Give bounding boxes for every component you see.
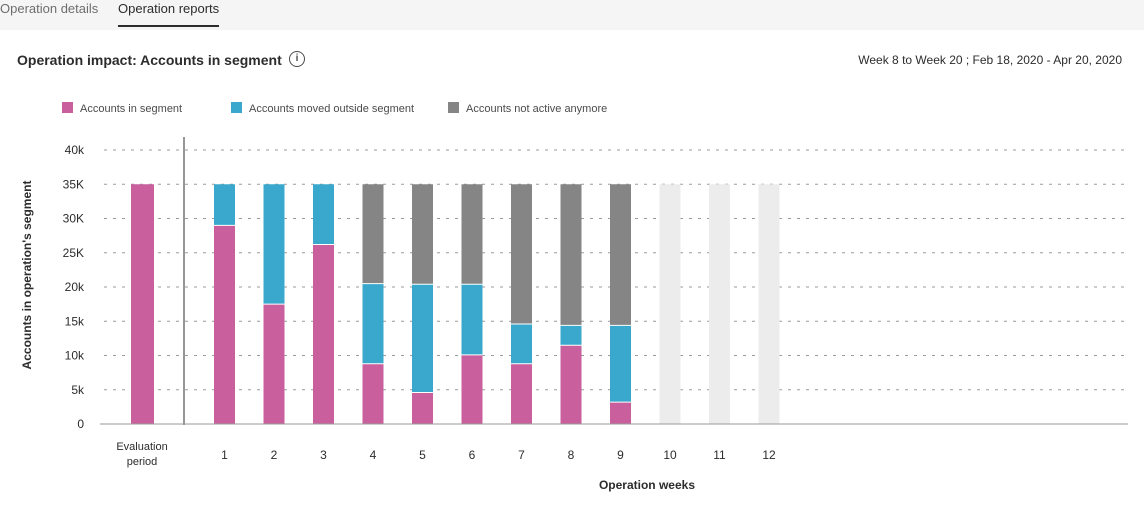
x-tick-label-week-7: 7 — [518, 448, 525, 462]
bar-segment-week-8-series-1 — [560, 325, 582, 346]
legend-item-not-active: Accounts not active anymore — [448, 102, 607, 115]
legend-item-moved-outside: Accounts moved outside segment — [231, 102, 414, 115]
chart-bars — [131, 184, 780, 424]
bar-placeholder-week-10 — [659, 184, 681, 424]
x-tick-label-evaluation-line1: Evaluation — [116, 441, 167, 453]
bar-segment-week-9-series-1 — [610, 325, 631, 403]
bar-segment-week-5-series-2 — [412, 184, 433, 285]
x-tick-label-week-9: 9 — [617, 448, 624, 462]
bar-segment-week-3-series-0 — [313, 244, 334, 424]
bar-segment-week-2-series-1 — [263, 184, 285, 305]
y-tick-label: 10k — [65, 349, 85, 363]
bar-segment-week-6-series-2 — [461, 184, 483, 285]
y-tick-label: 30K — [63, 212, 84, 226]
y-tick-label: 0 — [77, 417, 84, 431]
x-tick-label-week-11: 11 — [713, 448, 726, 462]
legend-label-not-active: Accounts not active anymore — [466, 103, 608, 115]
bar-segment-week-2-series-0 — [263, 304, 285, 424]
bar-segment-week-6-series-0 — [461, 354, 483, 424]
tab-operation-details[interactable]: Operation details — [0, 1, 99, 16]
x-tick-label-week-4: 4 — [370, 448, 377, 462]
bar-segment-week-1-series-0 — [214, 225, 235, 424]
bar-segment-week-3-series-1 — [313, 184, 334, 245]
x-tick-label-week-8: 8 — [568, 448, 575, 462]
x-tick-label-week-12: 12 — [762, 448, 776, 462]
x-axis-title: Operation weeks — [599, 478, 695, 492]
bar-segment-week-4-series-2 — [362, 184, 384, 284]
bar-segment-week-8-series-2 — [560, 184, 582, 326]
bar-segment-week-4-series-0 — [362, 363, 384, 424]
bar-segment-week-6-series-1 — [461, 284, 483, 355]
bar-segment-week-7-series-0 — [511, 363, 532, 424]
report-title: Operation impact: Accounts in segment — [17, 52, 282, 68]
x-tick-label-week-6: 6 — [469, 448, 476, 462]
x-tick-label-week-1: 1 — [221, 448, 228, 462]
bar-segment-week-5-series-1 — [412, 284, 433, 393]
bar-placeholder-week-11 — [709, 184, 730, 424]
legend-swatch-not-active — [448, 102, 459, 113]
y-tick-label: 35K — [63, 177, 84, 191]
y-axis-title: Accounts in operation's segment — [20, 181, 34, 370]
date-range: Week 8 to Week 20 ; Feb 18, 2020 - Apr 2… — [858, 53, 1122, 67]
y-tick-label: 15k — [65, 314, 85, 328]
tab-bar: Operation details Operation reports — [0, 0, 1144, 28]
y-tick-label: 40k — [65, 143, 85, 157]
x-tick-label-week-3: 3 — [320, 448, 327, 462]
info-icon[interactable]: i — [289, 51, 305, 67]
legend-swatch-moved-outside — [231, 102, 242, 113]
bar-segment-week-4-series-1 — [362, 283, 384, 364]
tab-operation-reports[interactable]: Operation reports — [118, 0, 220, 27]
x-tick-label-week-2: 2 — [271, 448, 278, 462]
bar-evaluation-period — [131, 184, 154, 424]
y-tick-label: 25K — [63, 246, 84, 260]
x-tick-label-evaluation-line2: period — [127, 456, 158, 468]
y-tick-label: 20k — [65, 280, 85, 294]
y-axis-ticks: 0 5k 10k 15k 20k 25K 30K 35K 40k — [63, 143, 85, 431]
bar-segment-week-5-series-0 — [412, 392, 433, 424]
bar-placeholder-week-12 — [758, 184, 780, 424]
legend-label-in-segment: Accounts in segment — [80, 103, 183, 115]
bar-segment-week-9-series-2 — [610, 184, 631, 326]
legend-swatch-in-segment — [62, 102, 73, 113]
bar-segment-week-1-series-1 — [214, 184, 235, 226]
x-tick-label-week-5: 5 — [419, 448, 426, 462]
legend-item-in-segment: Accounts in segment — [62, 102, 182, 115]
bar-segment-week-9-series-0 — [610, 402, 631, 424]
legend-label-moved-outside: Accounts moved outside segment — [249, 103, 415, 115]
y-tick-label: 5k — [71, 383, 85, 397]
bar-segment-week-8-series-0 — [560, 345, 582, 424]
bar-segment-week-7-series-1 — [511, 323, 532, 364]
x-tick-label-week-10: 10 — [663, 448, 677, 462]
bar-segment-week-7-series-2 — [511, 184, 532, 324]
